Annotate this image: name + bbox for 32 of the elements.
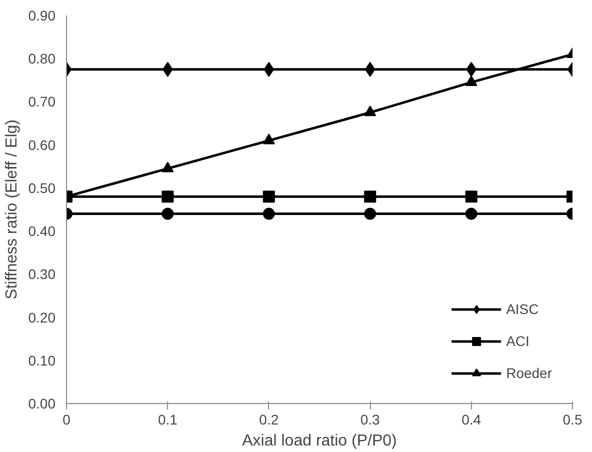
y-tick-label: 0.20 — [28, 309, 56, 326]
point — [262, 134, 275, 144]
x-tick-label: 0 — [62, 412, 71, 428]
x-axis-title: Axial load ratio (P/P0) — [242, 432, 397, 450]
y-tick-label: 0.90 — [28, 8, 56, 24]
legend-label: AISC — [506, 301, 539, 317]
x-tick-label: 0.5 — [562, 412, 582, 428]
y-tick-label: 0.30 — [28, 266, 56, 282]
legend-label: Roeder — [506, 365, 552, 381]
point — [364, 190, 376, 203]
x-tick-label: 0.3 — [360, 412, 380, 428]
y-tick-label: 0.50 — [28, 180, 56, 196]
point — [264, 62, 274, 77]
point — [364, 106, 376, 116]
x-tick-label: 0.1 — [158, 412, 178, 428]
point — [162, 190, 174, 203]
y-tick-label: 0.70 — [28, 94, 56, 110]
point — [162, 208, 174, 220]
point — [262, 208, 275, 220]
x-tick-label: 0.4 — [462, 412, 482, 428]
y-axis-title: Stiffness ratio (Eleff / Elg) — [3, 120, 20, 300]
point — [162, 162, 174, 172]
legend-label: ACI — [506, 333, 530, 349]
y-tick-label: 0.10 — [28, 352, 56, 368]
y-tick-label: 0.60 — [28, 136, 56, 153]
point — [364, 208, 376, 220]
point — [262, 190, 275, 203]
y-tick-label: 0.00 — [28, 396, 56, 412]
y-tick-label: 0.80 — [28, 50, 56, 67]
point — [364, 62, 376, 77]
y-tick-label: 0.40 — [28, 223, 56, 240]
x-tick-label: 0.2 — [259, 412, 279, 428]
